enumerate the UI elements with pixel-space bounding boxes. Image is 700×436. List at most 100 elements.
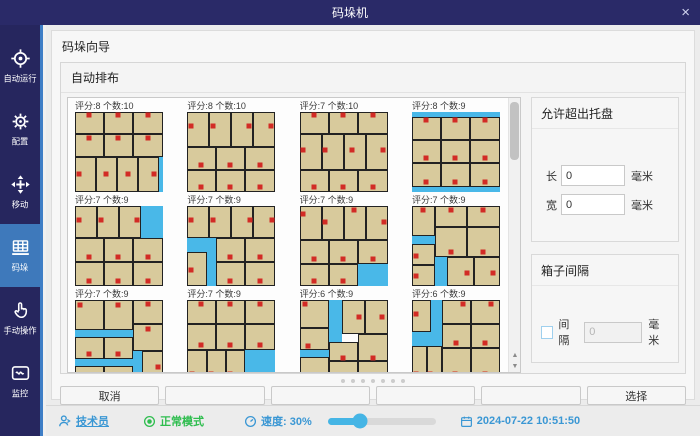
orientation-marker (125, 171, 131, 177)
box (365, 134, 388, 170)
orientation-marker (115, 278, 121, 284)
orientation-marker (370, 355, 376, 361)
scrollbar-thumb[interactable] (510, 102, 519, 160)
pallet-icon (10, 237, 31, 258)
sidebar-item-palletize[interactable]: 码垛 (0, 224, 40, 287)
box (141, 351, 163, 372)
calendar-icon (460, 416, 472, 427)
slider-fill (327, 417, 361, 425)
orientation-marker (448, 207, 454, 213)
pagination-dot[interactable] (381, 378, 385, 383)
orientation-marker (86, 112, 92, 118)
box (187, 252, 207, 286)
layout-option[interactable]: 评分:8 个数:10 (75, 101, 163, 192)
window-title: 码垛机 (331, 6, 368, 20)
layout-option[interactable]: 评分:8 个数:10 (187, 101, 276, 192)
layout-option[interactable]: 评分:8 个数:9 (411, 101, 500, 192)
width-label: 宽 (546, 199, 557, 212)
layout-option[interactable]: 评分:6 个数:9 (411, 289, 500, 372)
box (470, 300, 500, 324)
pagination-dot[interactable] (391, 378, 395, 383)
pagination-dot[interactable] (351, 378, 355, 383)
sidebar-item-manual[interactable]: 手动操作 (0, 287, 40, 350)
orientation-marker (453, 340, 459, 346)
pagination-dot[interactable] (361, 378, 365, 383)
mode-indicator-icon (143, 415, 156, 427)
gap-area (159, 156, 163, 192)
box (411, 116, 442, 140)
orientation-marker (155, 364, 161, 370)
box (75, 156, 97, 192)
length-field[interactable] (561, 165, 625, 186)
layout-option[interactable]: 评分:6 个数:9 (299, 289, 388, 372)
close-icon[interactable]: × (681, 4, 690, 21)
pagination-dot[interactable] (371, 378, 375, 383)
box (187, 169, 217, 192)
datetime-label: 2024-07-22 10:51:50 (476, 415, 581, 427)
orientation-marker (103, 171, 109, 177)
pallet-diagram (411, 300, 500, 372)
box (75, 238, 105, 262)
box (216, 147, 246, 170)
scroll-down-icon[interactable]: ▼ (511, 363, 519, 370)
sidebar-item-monitor[interactable]: 监控 (0, 350, 40, 413)
sidebar-item-label: 移动 (11, 200, 29, 210)
user-label: 技术员 (76, 416, 109, 428)
placeholder-button[interactable] (375, 386, 476, 405)
box (447, 257, 474, 286)
sidebar-item-config[interactable]: 配置 (0, 98, 40, 161)
user-status[interactable]: 技术员 (58, 413, 109, 429)
gap-area (434, 257, 448, 286)
orientation-marker (115, 112, 121, 118)
spacing-field[interactable] (584, 321, 643, 343)
cancel-button[interactable]: 取消 (60, 386, 160, 405)
placeholder-button[interactable] (481, 386, 581, 405)
orientation-marker (257, 278, 263, 284)
main-content: 码垛向导 自动排布 评分:8 个数:10 评分:8 个数:10 评分:7 个数:10… (46, 25, 700, 405)
width-field[interactable] (561, 194, 625, 215)
layout-option[interactable]: 评分:7 个数:10 (299, 101, 388, 192)
layout-option[interactable]: 评分:7 个数:9 (299, 195, 388, 286)
orientation-marker (490, 270, 496, 276)
footer: 取消 选择 (52, 374, 694, 405)
speed-slider[interactable] (327, 413, 436, 429)
orientation-marker (381, 219, 387, 225)
box (328, 263, 358, 286)
orientation-marker (448, 249, 454, 255)
box (470, 163, 500, 188)
box (357, 360, 388, 372)
scroll-up-icon[interactable]: ▲ (511, 352, 519, 359)
sidebar-item-move[interactable]: 移动 (0, 161, 40, 224)
placeholder-button[interactable] (270, 386, 370, 405)
box (441, 348, 471, 372)
orientation-marker (145, 326, 151, 332)
placeholder-button[interactable] (165, 386, 265, 405)
layout-option[interactable]: 评分:7 个数:9 (75, 195, 163, 286)
orientation-marker (340, 256, 346, 262)
slider-knob[interactable] (352, 413, 368, 429)
layout-score-label: 评分:7 个数:10 (299, 101, 359, 111)
pagination-dot[interactable] (341, 378, 345, 383)
box (470, 140, 500, 164)
pagination-dot[interactable] (401, 378, 405, 383)
layout-option[interactable]: 评分:7 个数:9 (187, 195, 276, 286)
box (253, 206, 276, 238)
title-bar: 码垛机 × (0, 0, 700, 25)
sidebar-item-auto-run[interactable]: 自动运行 (0, 35, 40, 98)
layout-option[interactable]: 评分:7 个数:9 (411, 195, 500, 286)
orientation-marker (198, 184, 204, 190)
orientation-marker (246, 123, 252, 129)
gap-area (299, 350, 329, 357)
box (365, 206, 388, 240)
orientation-marker (145, 112, 151, 118)
gap-area (75, 359, 134, 366)
orientation-marker (300, 147, 306, 153)
overflow-title: 允许超出托盘 (532, 98, 678, 129)
select-button[interactable]: 选择 (586, 386, 686, 405)
vertical-scrollbar[interactable]: ▲ ▼ (508, 98, 520, 372)
layout-score-label: 评分:7 个数:9 (411, 195, 466, 205)
layout-option[interactable]: 评分:7 个数:9 (75, 289, 163, 372)
pallet-diagram (299, 300, 388, 372)
spacing-checkbox[interactable] (541, 325, 554, 339)
layout-option[interactable]: 评分:7 个数:9 (187, 289, 276, 372)
